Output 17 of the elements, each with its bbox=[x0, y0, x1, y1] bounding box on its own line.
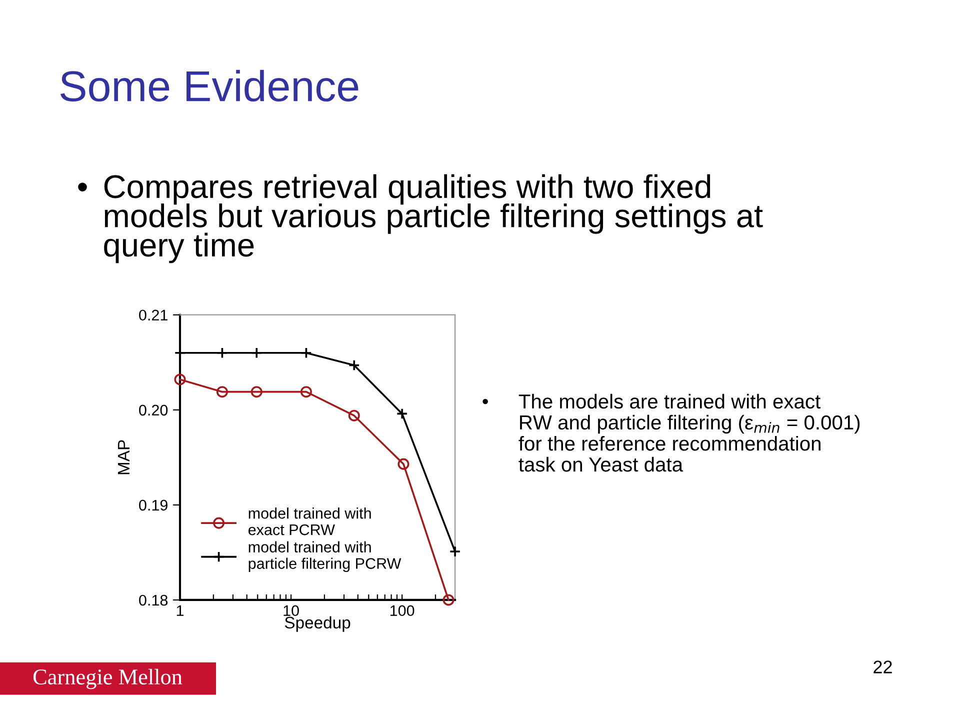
y-tick-label: 0.18 bbox=[139, 594, 168, 606]
legend-label: model trained with particle filtering PCRW bbox=[248, 541, 402, 572]
x-axis-title: Speedup bbox=[284, 616, 350, 632]
x-tick-label: 10 bbox=[284, 605, 299, 616]
text: • bbox=[78, 182, 87, 192]
text: Carnegie Mellon bbox=[33, 668, 182, 690]
x-tick-label: 100 bbox=[390, 605, 414, 616]
y-axis-title: MAP bbox=[118, 440, 130, 474]
y-tick-label: 0.20 bbox=[139, 404, 168, 416]
chart-title: Some Evidence bbox=[60, 70, 358, 102]
x-tick-label: 1 bbox=[176, 605, 184, 616]
text: • bbox=[482, 398, 488, 404]
text: The models are trained with exact RW and particle filtering (ε$_{min}$ = 0.001) for the reference recommendation task on Yeast data bbox=[518, 394, 860, 472]
y-tick-label: 0.21 bbox=[139, 310, 168, 321]
y-tick-label: 0.19 bbox=[139, 500, 168, 511]
text: Compares retrieval qualities with two fixed models but various particle filtering settings at query time bbox=[104, 174, 763, 264]
text: 22 bbox=[874, 660, 892, 674]
